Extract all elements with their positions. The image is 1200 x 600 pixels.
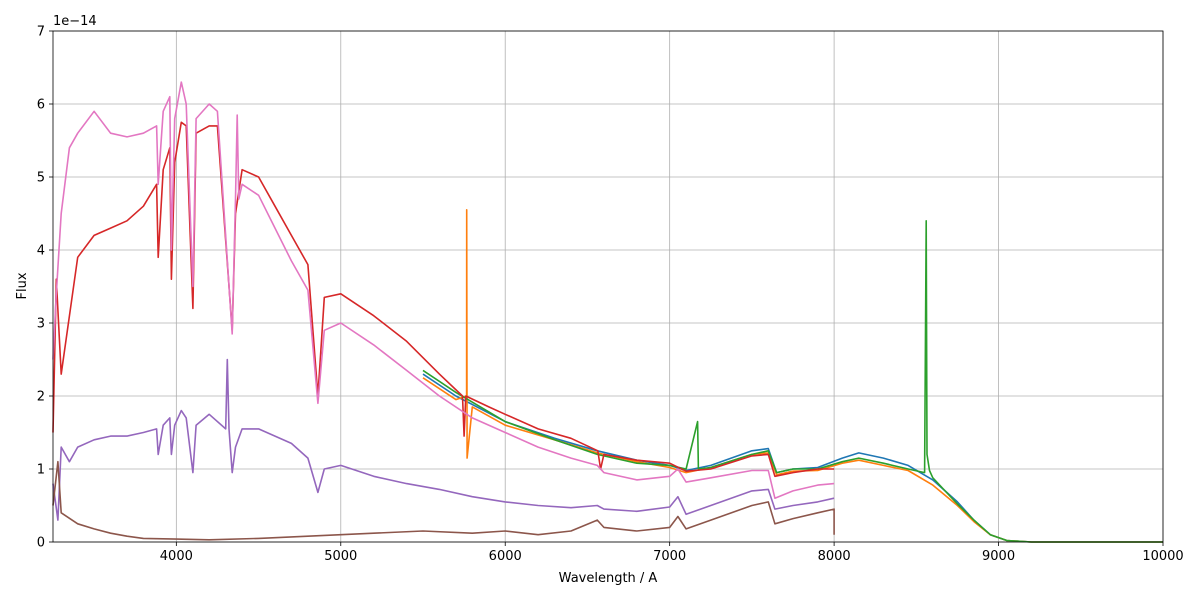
x-tick-label: 7000 (653, 549, 686, 564)
x-tick-label: 8000 (818, 549, 851, 564)
series-group (52, 81, 1163, 543)
y-tick-label: 7 (37, 25, 45, 40)
y-tick-label: 3 (37, 317, 45, 332)
series-line-5 (52, 358, 835, 521)
y-axis-label: Flux (15, 272, 30, 299)
series-line-3 (422, 220, 1163, 543)
series-line-2 (422, 209, 1163, 543)
series-line-6 (52, 460, 835, 541)
y-axis-ticks: 0 1 2 3 4 5 6 7 (37, 25, 53, 551)
y-tick-label: 2 (37, 390, 45, 405)
plot-frame (52, 30, 1164, 543)
series-line-1 (422, 373, 1163, 543)
y-tick-label: 5 (37, 171, 45, 186)
y-tick-label: 0 (37, 536, 45, 551)
x-tick-label: 4000 (160, 549, 193, 564)
x-axis-label: Wavelength / A (559, 571, 658, 586)
series-line-7 (52, 81, 835, 500)
grid-lines (53, 30, 1164, 543)
x-tick-label: 5000 (324, 549, 357, 564)
x-tick-label: 10000 (1142, 549, 1183, 564)
y-tick-label: 6 (37, 98, 45, 113)
y-tick-label: 1 (37, 463, 45, 478)
x-tick-label: 6000 (489, 549, 522, 564)
series-line-4 (52, 121, 835, 478)
y-tick-label: 4 (37, 244, 45, 259)
y-axis-offset-text: 1e−14 (53, 14, 97, 29)
x-tick-label: 9000 (982, 549, 1015, 564)
x-axis-ticks: 4000 5000 6000 7000 8000 9000 10000 (160, 542, 1184, 564)
